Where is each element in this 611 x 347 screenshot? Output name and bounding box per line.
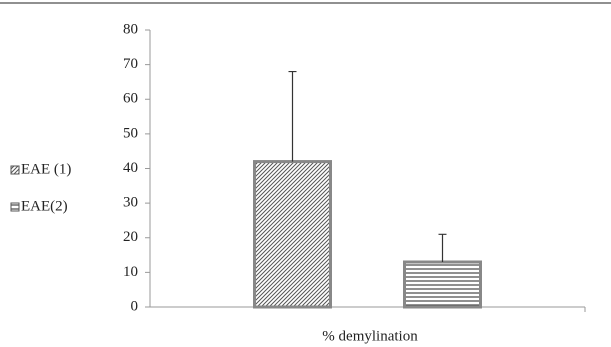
- legend-label: EAE(2): [21, 198, 68, 214]
- y-tick-label: 20: [123, 229, 138, 245]
- bar: [403, 260, 482, 309]
- bar: [253, 160, 332, 309]
- legend-label: EAE (1): [21, 161, 71, 177]
- y-tick-label: 50: [123, 125, 138, 141]
- y-tick-label: 0: [131, 298, 139, 314]
- error-bar: [438, 233, 447, 262]
- legend-swatch: [10, 165, 20, 175]
- y-tick-label: 60: [123, 91, 138, 107]
- y-tick-label: 10: [123, 264, 138, 280]
- legend-swatch: [10, 202, 20, 212]
- error-bar: [288, 70, 297, 162]
- y-tick-label: 80: [123, 21, 138, 37]
- y-tick-label: 70: [123, 56, 138, 72]
- x-axis-label: % demylination: [322, 328, 418, 344]
- y-tick-label: 40: [123, 160, 138, 176]
- y-tick-label: 30: [123, 195, 138, 211]
